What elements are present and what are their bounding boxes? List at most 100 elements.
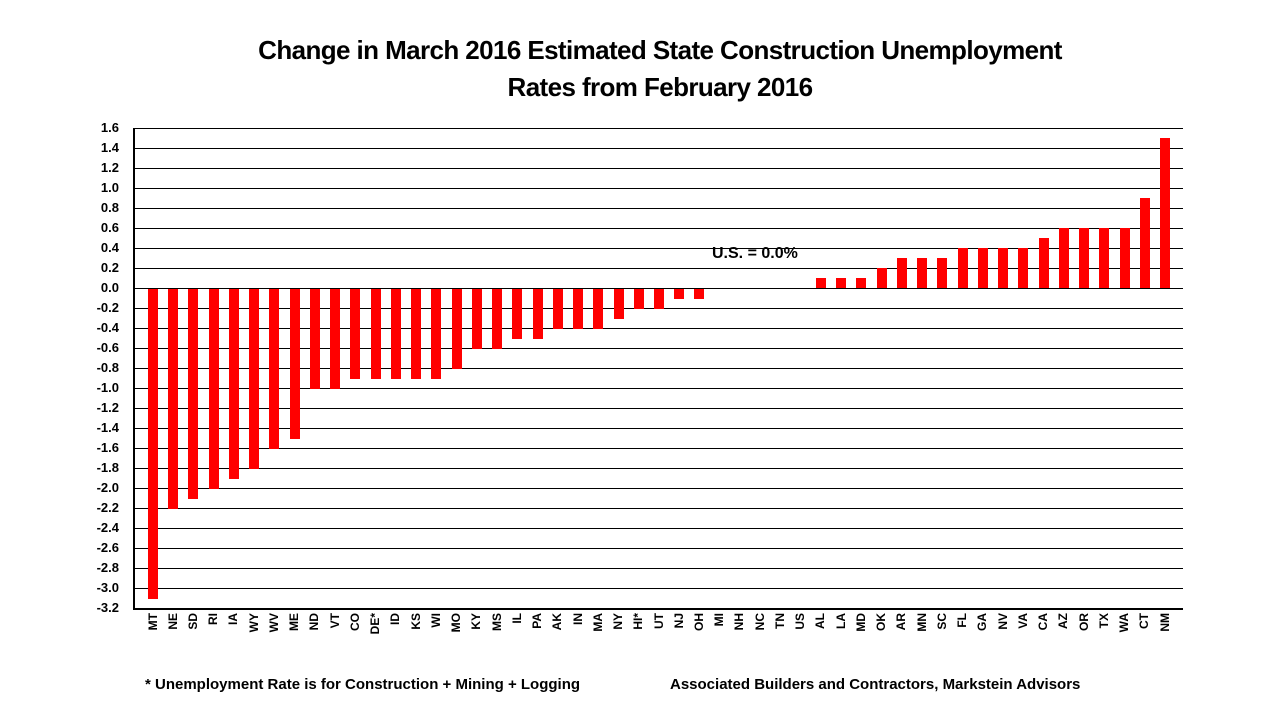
y-axis-tick-label: 1.4 (100, 140, 119, 155)
bar-KS (411, 289, 421, 379)
y-axis-tick-label: 1.2 (100, 160, 119, 175)
bar-ME (290, 289, 300, 439)
x-axis-label-CT: CT (1137, 613, 1151, 629)
gridline (133, 288, 1183, 289)
y-axis-tick-label: -0.8 (96, 360, 119, 375)
x-axis-label-DE: DE* (368, 613, 382, 635)
y-axis-tick-label: 0.8 (100, 200, 119, 215)
y-axis-tick-label: -0.4 (96, 320, 119, 335)
x-axis-label-WI: WI (429, 613, 443, 628)
source-credit: Associated Builders and Contractors, Mar… (670, 676, 1081, 693)
bar-MT (148, 289, 158, 599)
us-zero-annotation: U.S. = 0.0% (712, 245, 798, 262)
bar-ND (310, 289, 320, 389)
chart-title: Change in March 2016 Estimated State Con… (40, 32, 1280, 106)
x-axis-label-NM: NM (1158, 613, 1172, 632)
gridline (133, 508, 1183, 509)
bar-OH (694, 289, 704, 299)
x-axis-label-IN: IN (571, 613, 585, 625)
bar-MA (593, 289, 603, 329)
x-axis-label-UT: UT (652, 613, 666, 629)
y-axis-tick-label: -2.6 (96, 540, 119, 555)
gridline (133, 248, 1183, 249)
gridline (133, 208, 1183, 209)
chart-title-line1: Change in March 2016 Estimated State Con… (258, 35, 1062, 65)
bar-MS (492, 289, 502, 349)
gridline (133, 608, 1183, 610)
bar-DE (371, 289, 381, 379)
y-axis-tick-label: -1.4 (96, 420, 119, 435)
bar-WI (431, 289, 441, 379)
y-axis-tick-label: -1.6 (96, 440, 119, 455)
y-axis-tick-label: -3.2 (96, 600, 119, 615)
gridline (133, 368, 1183, 369)
x-axis-label-NE: NE (166, 613, 180, 630)
gridline (133, 548, 1183, 549)
x-axis-label-NJ: NJ (672, 613, 686, 629)
x-axis-label-GA: GA (975, 613, 989, 631)
x-axis-label-MI: MI (712, 613, 726, 627)
x-axis-label-AR: AR (894, 613, 908, 631)
bar-HI (634, 289, 644, 309)
bar-SD (188, 289, 198, 499)
bar-AR (897, 258, 907, 288)
bar-CA (1039, 238, 1049, 288)
x-axis-label-IA: IA (226, 613, 240, 625)
x-axis-label-OK: OK (874, 613, 888, 631)
bar-MD (856, 278, 866, 288)
y-axis-tick-label: 1.6 (100, 120, 119, 135)
y-axis-tick-label: -1.2 (96, 400, 119, 415)
bar-MO (452, 289, 462, 369)
bar-AL (816, 278, 826, 288)
bar-MN (917, 258, 927, 288)
y-axis-tick-label: 1.0 (100, 180, 119, 195)
y-axis-tick-label: -0.2 (96, 300, 119, 315)
x-axis-label-VA: VA (1016, 613, 1030, 629)
gridline (133, 488, 1183, 489)
gridline (133, 388, 1183, 389)
bar-NM (1160, 138, 1170, 288)
bar-UT (654, 289, 664, 309)
bar-AK (553, 289, 563, 329)
x-axis-label-IL: IL (510, 613, 524, 624)
bar-GA (978, 248, 988, 288)
gridline (133, 528, 1183, 529)
y-axis-tick-label: 0.0 (100, 280, 119, 295)
bar-OR (1079, 228, 1089, 288)
y-axis-tick-label: 0.2 (100, 260, 119, 275)
x-axis-label-ID: ID (388, 613, 402, 625)
bar-WA (1120, 228, 1130, 288)
gridline (133, 268, 1183, 269)
x-axis-label-AZ: AZ (1056, 613, 1070, 629)
x-axis-label-NC: NC (753, 613, 767, 631)
x-axis-label-HI: HI* (631, 613, 645, 630)
bar-AZ (1059, 228, 1069, 288)
bar-RI (209, 289, 219, 489)
gridline (133, 328, 1183, 329)
x-axis-label-MS: MS (490, 613, 504, 631)
y-axis-tick-label: -0.6 (96, 340, 119, 355)
y-axis-tick-label: -2.4 (96, 520, 119, 535)
y-axis-tick-label: 0.4 (100, 240, 119, 255)
x-axis-label-AK: AK (550, 613, 564, 631)
y-axis-tick-label: -1.0 (96, 380, 119, 395)
x-axis-label-RI: RI (206, 613, 220, 625)
x-axis-label-SC: SC (935, 613, 949, 630)
y-axis-tick-label: -1.8 (96, 460, 119, 475)
bar-ID (391, 289, 401, 379)
x-axis-label-NV: NV (996, 613, 1010, 630)
bar-PA (533, 289, 543, 339)
bar-CT (1140, 198, 1150, 288)
x-axis-label-WY: WY (247, 613, 261, 633)
bar-VA (1018, 248, 1028, 288)
y-axis-tick-label: -2.0 (96, 480, 119, 495)
bar-IL (512, 289, 522, 339)
gridline (133, 448, 1183, 449)
x-axis-label-VT: VT (328, 613, 342, 629)
x-axis-label-TX: TX (1097, 613, 1111, 629)
x-axis-label-MT: MT (146, 613, 160, 631)
bar-WV (269, 289, 279, 449)
y-axis-tick-label: -2.2 (96, 500, 119, 515)
bar-CO (350, 289, 360, 379)
